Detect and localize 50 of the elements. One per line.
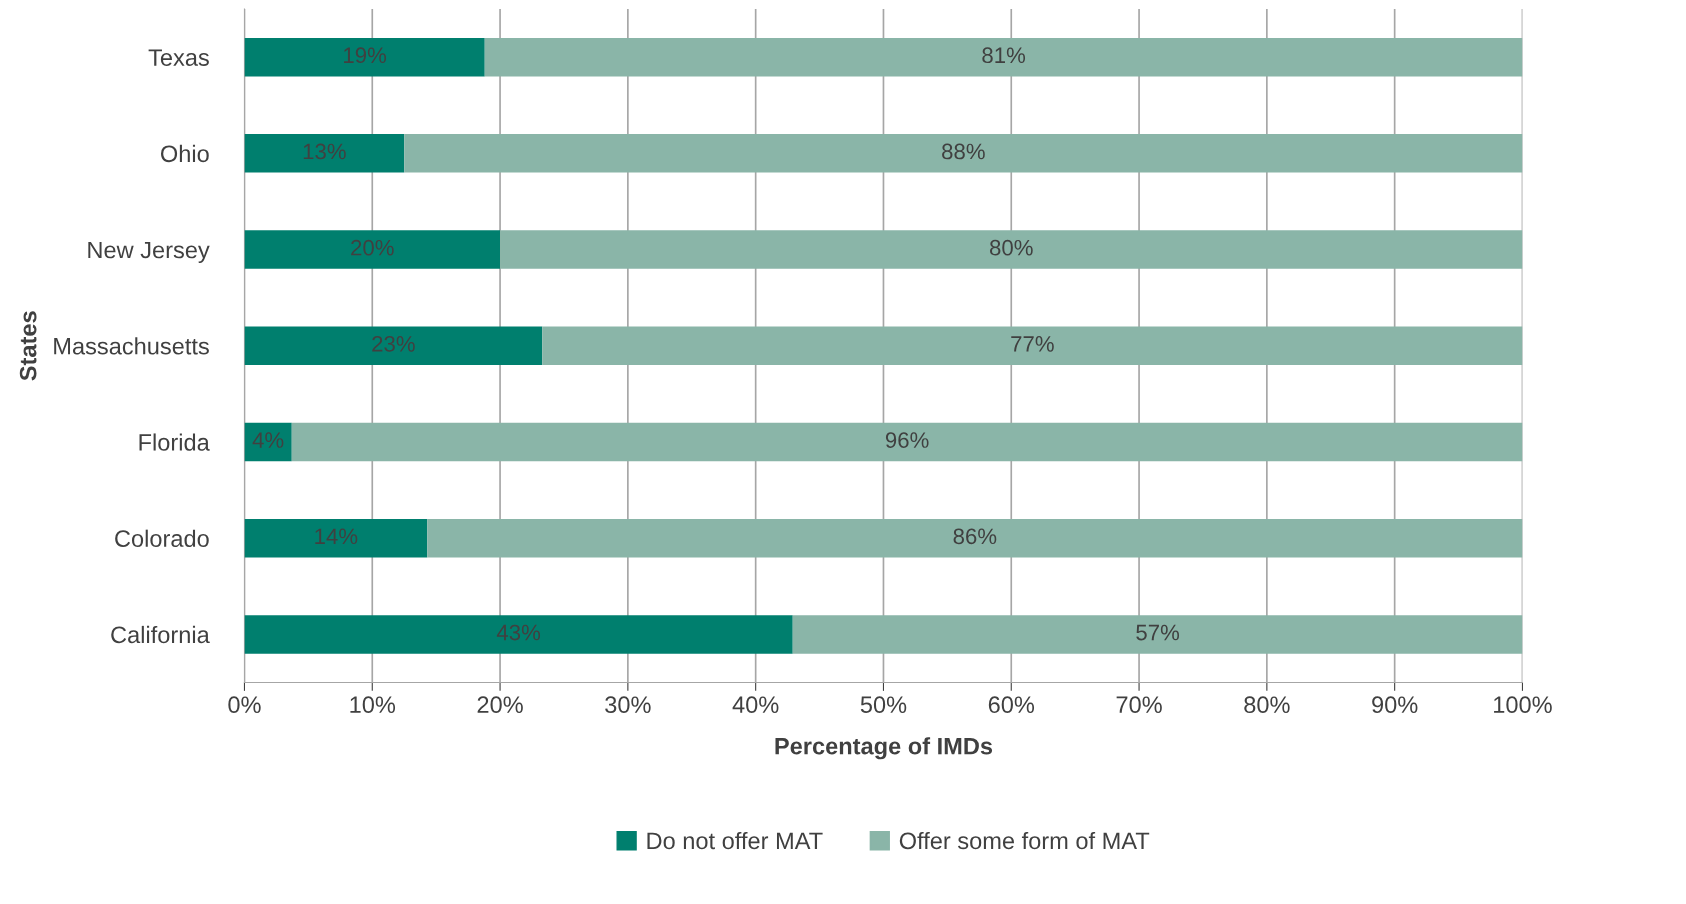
bar [291, 422, 1523, 462]
x-tick-label: 10% [350, 696, 396, 714]
data-label: 57% [1136, 624, 1180, 641]
bar [244, 326, 543, 366]
y-tick-label: California [111, 625, 210, 644]
data-label: 43% [496, 624, 541, 641]
x-tick-label: 0% [228, 696, 261, 714]
data-label: 4% [252, 432, 284, 448]
bar [244, 518, 428, 558]
data-label: 96% [885, 432, 929, 448]
data-label: 77% [1011, 336, 1054, 352]
bar [244, 230, 501, 269]
x-tick-label: 80% [1244, 696, 1290, 714]
data-label: 13% [303, 143, 346, 160]
bar [244, 37, 485, 77]
x-tick-label: 50% [860, 696, 907, 714]
bar [244, 134, 405, 173]
bar [792, 615, 1523, 654]
bar [244, 615, 793, 654]
y-axis-title: States [19, 311, 37, 381]
bar [500, 230, 1523, 269]
data-label: 23% [372, 336, 415, 352]
data-label: 14% [315, 528, 358, 545]
x-tick-label: 70% [1116, 696, 1162, 714]
y-tick-label: Colorado [115, 529, 209, 547]
data-label: 88% [942, 143, 985, 160]
x-tick-label: 90% [1372, 696, 1418, 714]
bar [404, 134, 1523, 173]
legend-label: Do not offer MAT [647, 831, 823, 850]
bar [542, 326, 1523, 366]
x-tick-label: 100% [1494, 696, 1552, 714]
y-tick-label: Texas [148, 49, 209, 66]
bar [427, 518, 1523, 558]
x-axis-title: Percentage of IMDs [775, 737, 993, 760]
data-label: 19% [344, 47, 387, 64]
legend-label: Offer some form of MAT [899, 831, 1150, 850]
x-tick-label: 40% [732, 696, 779, 714]
bar [484, 37, 1523, 77]
data-label: 80% [989, 239, 1033, 256]
data-label: 86% [953, 528, 997, 545]
bar [244, 422, 292, 462]
data-label: 20% [351, 239, 394, 256]
x-tick-label: 30% [605, 696, 651, 714]
y-tick-label: Ohio [160, 144, 209, 163]
x-tick-label: 60% [988, 696, 1035, 714]
y-tick-label: Florida [139, 433, 210, 451]
y-tick-label: Massachusetts [54, 337, 209, 355]
x-tick-label: 20% [477, 696, 523, 714]
y-tick-label: New Jersey [88, 241, 210, 264]
data-label: 81% [982, 47, 1026, 64]
